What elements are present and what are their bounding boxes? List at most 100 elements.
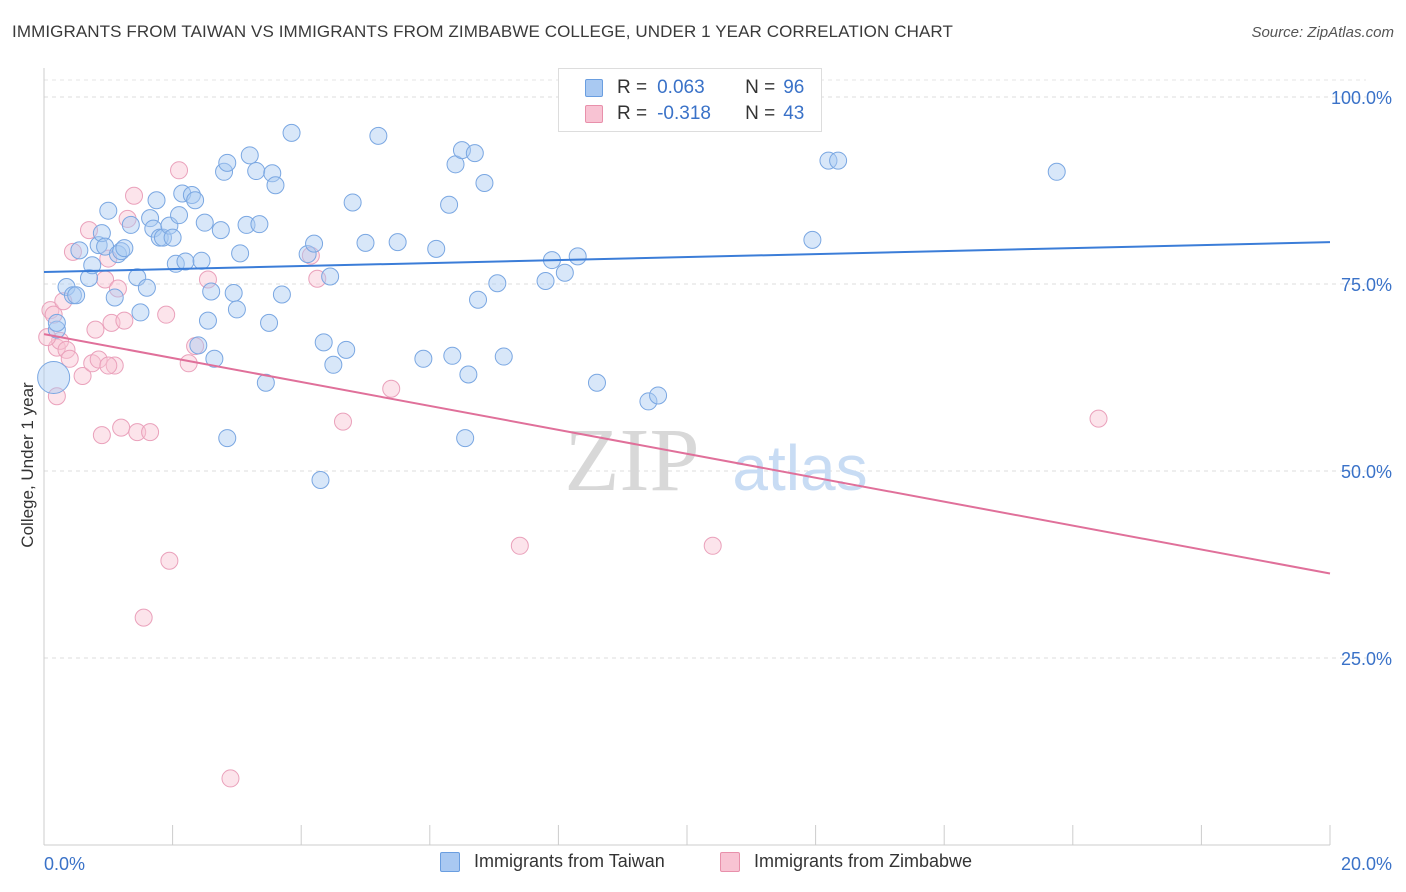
taiwan-point bbox=[260, 313, 279, 332]
taiwan-point bbox=[314, 333, 333, 352]
taiwan-point bbox=[92, 224, 111, 243]
y-tick-label: 75.0% bbox=[1341, 275, 1392, 295]
taiwan-point bbox=[440, 195, 459, 214]
watermark: ZIP atlas bbox=[565, 411, 868, 510]
axes bbox=[43, 68, 1331, 846]
x-tick-label: 0.0% bbox=[44, 854, 85, 874]
y-tick-label: 100.0% bbox=[1331, 88, 1392, 108]
zimbabwe-point bbox=[92, 426, 111, 445]
taiwan-point bbox=[247, 162, 266, 181]
taiwan-point bbox=[115, 239, 134, 258]
legend-n-value-zimbabwe: 43 bbox=[783, 103, 805, 124]
taiwan-point bbox=[137, 278, 156, 297]
bottom-legend-swatch-taiwan bbox=[440, 851, 460, 872]
taiwan-point bbox=[469, 290, 488, 309]
legend-r-label: R = bbox=[617, 103, 648, 124]
zimbabwe-point bbox=[60, 349, 79, 368]
taiwan-point bbox=[163, 228, 182, 247]
taiwan-point bbox=[1047, 162, 1066, 181]
taiwan-point bbox=[218, 429, 237, 448]
taiwan-trend-line bbox=[43, 241, 1331, 274]
taiwan-point bbox=[555, 263, 574, 282]
taiwan-point bbox=[37, 361, 71, 394]
zimbabwe-point bbox=[89, 350, 108, 369]
x-tick-labels: 0.0% 20.0% bbox=[44, 854, 1392, 874]
taiwan-point bbox=[192, 251, 211, 270]
taiwan-point bbox=[186, 191, 205, 210]
taiwan-point bbox=[205, 349, 224, 368]
taiwan-point bbox=[70, 241, 89, 260]
zimbabwe-point bbox=[125, 186, 144, 205]
taiwan-point bbox=[272, 285, 291, 304]
taiwan-point bbox=[369, 126, 388, 145]
zimbabwe-point bbox=[510, 536, 529, 555]
taiwan-point bbox=[237, 215, 256, 234]
taiwan-point bbox=[649, 386, 668, 405]
taiwan-point bbox=[170, 206, 189, 225]
taiwan-point bbox=[321, 267, 340, 286]
taiwan-point bbox=[153, 228, 172, 247]
zimbabwe-point bbox=[703, 536, 722, 555]
legend-n-value-taiwan: 96 bbox=[783, 77, 805, 98]
taiwan-point bbox=[282, 123, 301, 142]
zimbabwe-point bbox=[112, 418, 131, 437]
taiwan-point bbox=[224, 283, 243, 302]
zimbabwe-point bbox=[301, 246, 320, 265]
taiwan-point bbox=[266, 176, 285, 195]
taiwan-point bbox=[311, 470, 330, 489]
zimbabwe-point bbox=[99, 356, 118, 375]
taiwan-point bbox=[240, 146, 259, 165]
taiwan-point bbox=[465, 144, 484, 163]
y-tick-label: 25.0% bbox=[1341, 649, 1392, 669]
zimbabwe-point bbox=[221, 769, 240, 788]
taiwan-point bbox=[263, 164, 282, 183]
taiwan-point bbox=[343, 193, 362, 212]
taiwan-point bbox=[67, 286, 86, 305]
zimbabwe-point bbox=[73, 367, 92, 386]
taiwan-point bbox=[414, 349, 433, 368]
zimbabwe-trend-line bbox=[43, 333, 1331, 575]
x-tick-label: 20.0% bbox=[1341, 854, 1392, 874]
taiwan-point bbox=[536, 272, 555, 291]
zimbabwe-point bbox=[63, 242, 82, 261]
taiwan-point bbox=[141, 209, 160, 228]
zimbabwe-point bbox=[160, 551, 179, 570]
taiwan-point bbox=[298, 245, 317, 264]
taiwan-point bbox=[819, 151, 838, 170]
taiwan-point bbox=[121, 215, 140, 234]
taiwan-point bbox=[488, 274, 507, 293]
legend-r-value-zimbabwe: -0.318 bbox=[657, 103, 711, 124]
zimbabwe-point bbox=[170, 161, 189, 180]
legend-n-label: N = bbox=[745, 77, 776, 98]
taiwan-point bbox=[189, 336, 208, 355]
watermark-zip: ZIP bbox=[565, 411, 700, 510]
zimbabwe-point bbox=[198, 270, 217, 289]
chart-title: IMMIGRANTS FROM TAIWAN VS IMMIGRANTS FRO… bbox=[12, 22, 953, 41]
legend-swatch-zimbabwe bbox=[585, 105, 603, 123]
bottom-legend-zimbabwe: Immigrants from Zimbabwe bbox=[720, 851, 972, 872]
taiwan-point bbox=[568, 247, 587, 266]
zimbabwe-point bbox=[128, 423, 147, 442]
taiwan-point bbox=[305, 234, 324, 253]
taiwan-point bbox=[356, 233, 375, 252]
taiwan-point bbox=[198, 311, 217, 330]
grid-lines bbox=[44, 79, 1366, 659]
taiwan-point bbox=[99, 201, 118, 220]
taiwan-point bbox=[459, 365, 478, 384]
bottom-legend-label-zimbabwe: Immigrants from Zimbabwe bbox=[754, 851, 973, 871]
correlation-legend: R = 0.063 N = 96 R = -0.318 N = 43 bbox=[558, 68, 822, 132]
y-tick-label: 50.0% bbox=[1341, 462, 1392, 482]
taiwan-point bbox=[202, 282, 221, 301]
taiwan-point bbox=[494, 347, 513, 366]
taiwan-point bbox=[218, 153, 237, 172]
zimbabwe-point bbox=[115, 311, 134, 330]
taiwan-point bbox=[639, 392, 658, 411]
trend-lines bbox=[43, 241, 1331, 575]
watermark-atlas: atlas bbox=[732, 432, 867, 504]
taiwan-point bbox=[195, 213, 214, 232]
y-tick-labels: 100.0% 75.0% 50.0% 25.0% bbox=[1331, 88, 1392, 669]
bottom-legend-label-taiwan: Immigrants from Taiwan bbox=[474, 851, 665, 871]
zimbabwe-point bbox=[118, 209, 137, 228]
taiwan-point bbox=[231, 244, 250, 263]
zimbabwe-point bbox=[141, 423, 160, 442]
